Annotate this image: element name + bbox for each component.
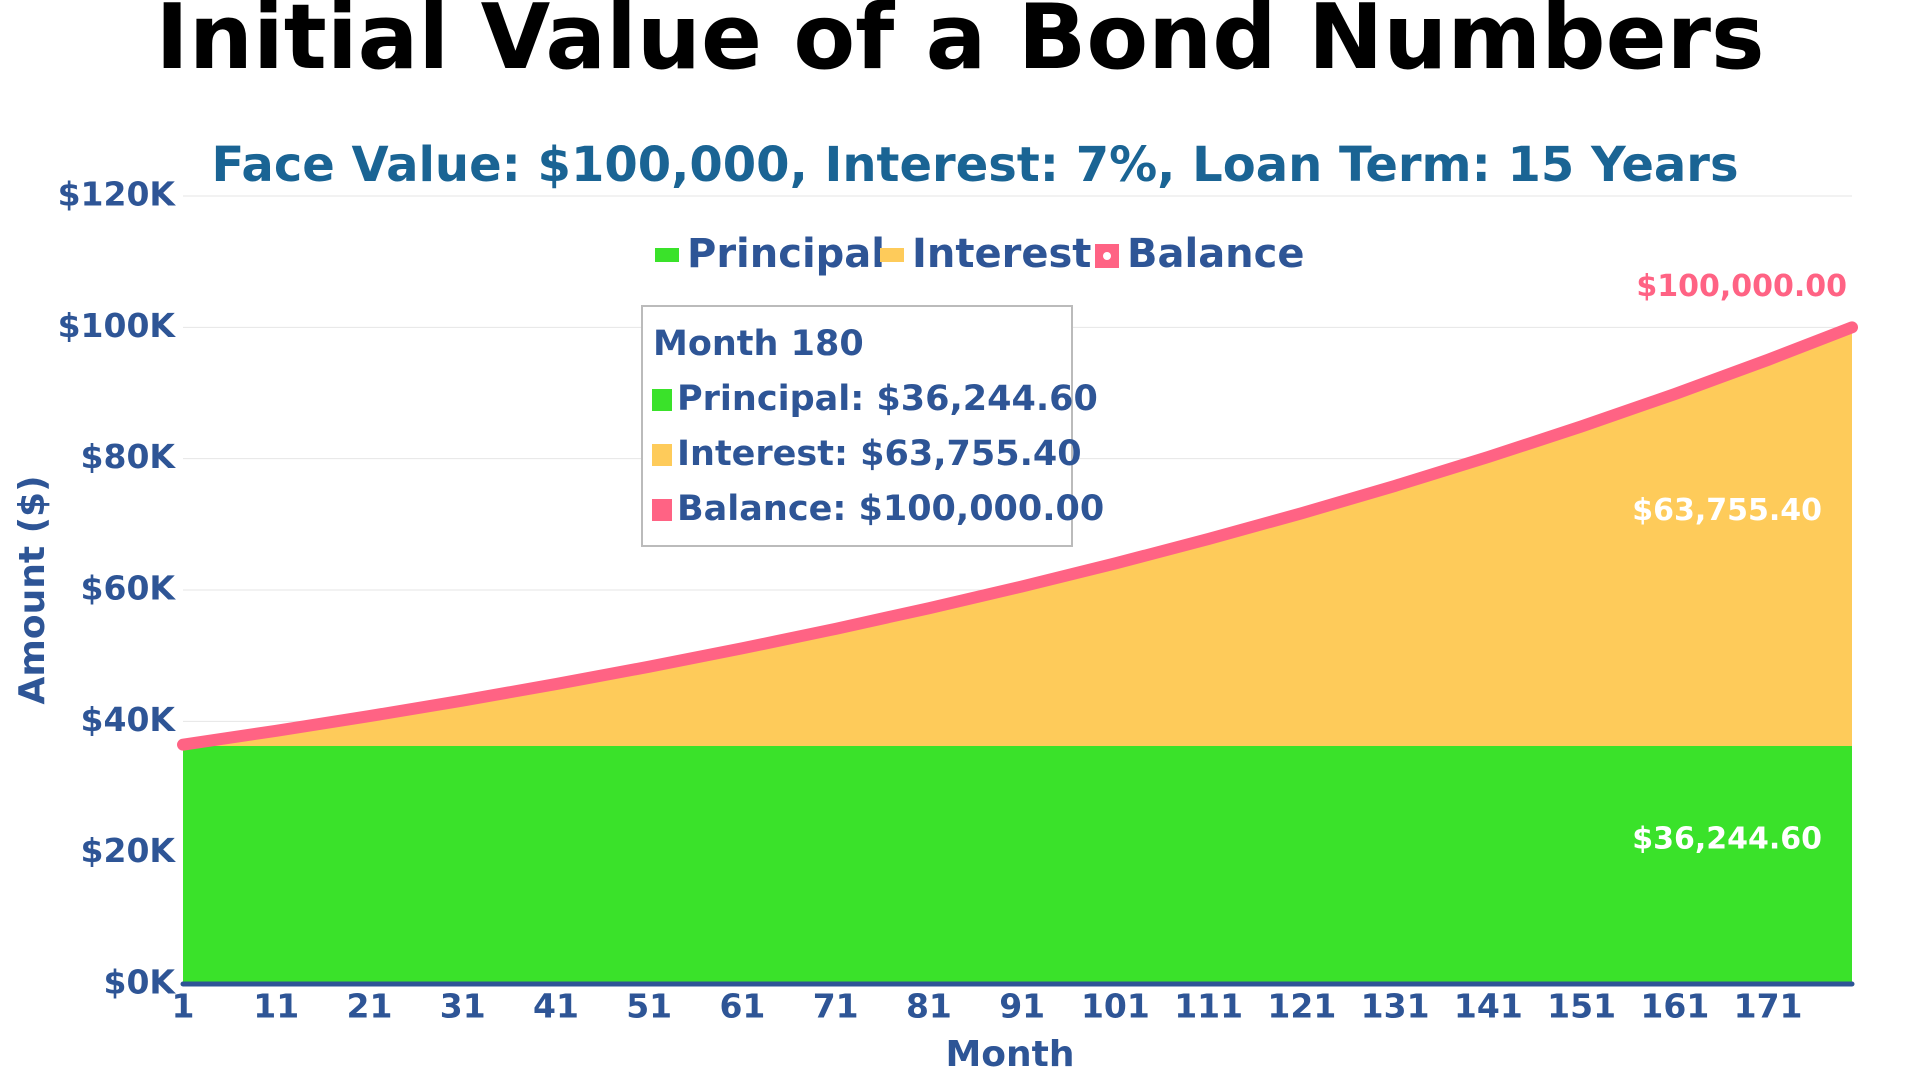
data-label: $36,244.60 bbox=[1632, 821, 1822, 856]
x-tick-label: 171 bbox=[1734, 987, 1803, 1026]
x-tick-label: 21 bbox=[347, 987, 393, 1026]
tooltip-line: Interest: $63,755.40 bbox=[677, 434, 1082, 474]
x-tick-label: 121 bbox=[1267, 987, 1336, 1026]
legend-swatch bbox=[880, 248, 904, 262]
x-tick-label: 61 bbox=[719, 987, 765, 1026]
area bbox=[183, 327, 1852, 746]
x-tick-label: 91 bbox=[999, 987, 1045, 1026]
chart-title: Initial Value of a Bond Numbers bbox=[155, 0, 1764, 90]
tooltip-swatch bbox=[652, 499, 672, 521]
x-tick-label: 141 bbox=[1454, 987, 1523, 1026]
tooltip-line: Balance: $100,000.00 bbox=[677, 489, 1104, 529]
x-tick-label: 81 bbox=[906, 987, 952, 1026]
chart-subtitle: Face Value: $100,000, Interest: 7%, Loan… bbox=[211, 137, 1738, 193]
x-tick-label: 111 bbox=[1174, 987, 1243, 1026]
y-tick-label: $120K bbox=[58, 175, 177, 214]
y-axis-label: Amount ($) bbox=[12, 475, 53, 704]
legend-label: Principal bbox=[687, 231, 885, 277]
data-label: $63,755.40 bbox=[1632, 493, 1822, 528]
y-tick-label: $0K bbox=[104, 963, 177, 1002]
x-tick-label: 1 bbox=[172, 987, 195, 1026]
x-tick-label: 161 bbox=[1640, 987, 1709, 1026]
x-tick-label: 151 bbox=[1547, 987, 1616, 1026]
x-tick-label: 131 bbox=[1361, 987, 1430, 1026]
area bbox=[183, 745, 1852, 984]
x-tick-label: 41 bbox=[533, 987, 579, 1026]
tooltip-line: Principal: $36,244.60 bbox=[677, 379, 1098, 419]
y-tick-label: $20K bbox=[81, 831, 177, 870]
tooltip-box bbox=[641, 305, 1073, 547]
x-tick-label: 71 bbox=[813, 987, 859, 1026]
y-tick-label: $40K bbox=[81, 700, 177, 739]
tooltip-swatch bbox=[652, 389, 672, 411]
y-tick-label: $80K bbox=[81, 437, 177, 476]
legend-label: Interest bbox=[912, 231, 1091, 277]
x-axis-label: Month bbox=[945, 1034, 1074, 1075]
x-tick-label: 101 bbox=[1081, 987, 1150, 1026]
legend-swatch-dot bbox=[1101, 250, 1113, 262]
y-tick-label: $60K bbox=[81, 569, 177, 608]
x-tick-label: 11 bbox=[253, 987, 299, 1026]
legend-swatch bbox=[655, 248, 679, 262]
data-label: $100,000.00 bbox=[1636, 269, 1847, 304]
y-tick-label: $100K bbox=[58, 306, 177, 345]
x-tick-label: 51 bbox=[626, 987, 672, 1026]
line bbox=[177, 321, 1858, 751]
legend-label: Balance bbox=[1127, 231, 1305, 277]
tooltip-title: Month 180 bbox=[653, 324, 864, 364]
tooltip-swatch bbox=[652, 444, 672, 466]
x-tick-label: 31 bbox=[440, 987, 486, 1026]
